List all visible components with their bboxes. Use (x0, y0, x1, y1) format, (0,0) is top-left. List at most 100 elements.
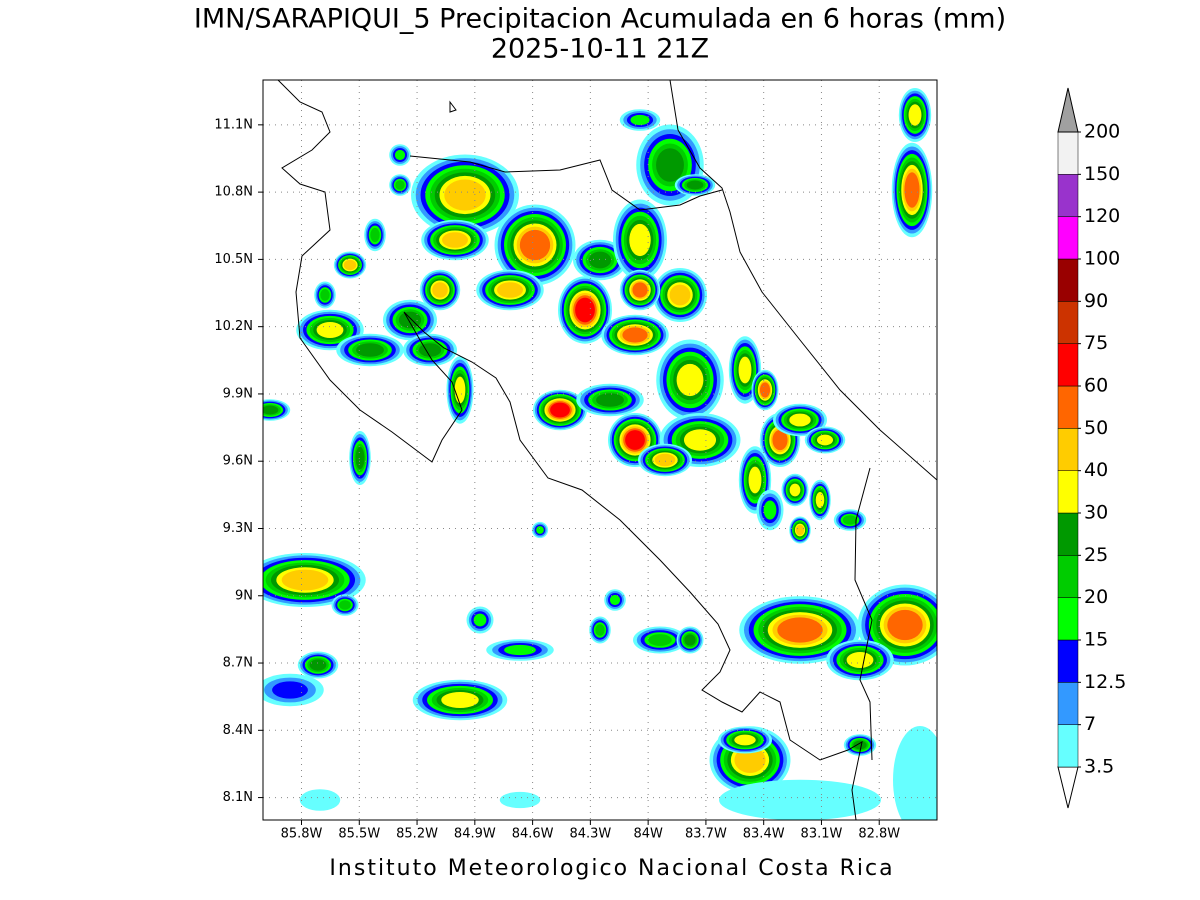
colorbar-box (1057, 385, 1079, 429)
x-tick-label: 85.5W (338, 827, 380, 842)
precip-field (263, 88, 937, 820)
colorbar-label: 90 (1084, 290, 1108, 312)
x-tick-label: 83.1W (801, 827, 843, 842)
precip-contour (370, 227, 380, 243)
precip-contour (632, 282, 648, 298)
precip-contour (550, 402, 570, 418)
precip-contour (654, 453, 676, 467)
precip-contour (263, 405, 279, 415)
colorbar-extend-high (1057, 87, 1079, 133)
precip-contour (394, 149, 406, 161)
x-tick-label: 84.9W (454, 827, 496, 842)
precip-contour (343, 259, 357, 271)
precip-contour (908, 104, 922, 126)
precip-contour (454, 376, 466, 404)
precip-contour (395, 180, 405, 190)
precip-contour (686, 180, 704, 190)
x-tick-label: 85.8W (281, 827, 323, 842)
precip-contour (299, 789, 341, 811)
y-tick-label: 9.9N (223, 386, 253, 401)
precip-contour (669, 284, 691, 306)
precip-contour (575, 297, 595, 323)
caribbean-coast (669, 80, 937, 481)
precip-contour (441, 691, 479, 709)
subtitle: 2025-10-11 21Z (491, 34, 709, 65)
x-tick-label: 84.6W (512, 827, 554, 842)
precip-contour (763, 500, 777, 520)
precip-contour (320, 289, 330, 301)
precip-contour (748, 466, 762, 494)
y-tick-label: 9.6N (223, 454, 253, 469)
precip-contour (309, 659, 327, 671)
colorbar-box (1057, 470, 1079, 514)
precip-contour (536, 526, 544, 534)
colorbar-label: 7 (1084, 713, 1096, 735)
colorbar-extend-low (1057, 766, 1079, 809)
precip-contour (473, 613, 487, 627)
precip-contour (595, 624, 605, 636)
precip-contour (648, 634, 672, 646)
precip-contour (893, 726, 937, 820)
island (449, 100, 457, 113)
colorbar-label: 3.5 (1084, 756, 1114, 778)
precip-contour (339, 600, 351, 610)
y-tick-label: 9N (235, 588, 253, 603)
precip-contour (789, 483, 801, 497)
colorbar-label: 100 (1084, 248, 1120, 270)
footer: Instituto Meteorologico Nacional Costa R… (329, 856, 894, 881)
pacific-coast (277, 80, 863, 820)
colorbar-box (1057, 131, 1079, 175)
colorbar-label: 15 (1084, 629, 1108, 651)
precip-contour (356, 343, 384, 357)
y-tick-label: 9.3N (223, 521, 253, 536)
y-tick-label: 10.2N (214, 319, 253, 334)
precip-contour (683, 429, 717, 451)
colorbar-label: 40 (1084, 459, 1108, 481)
colorbar-label: 50 (1084, 417, 1108, 439)
colorbar-label: 20 (1084, 586, 1108, 608)
precip-contour (759, 382, 771, 398)
precip-contour (629, 223, 651, 257)
colorbar-label: 30 (1084, 502, 1108, 524)
colorbar-box (1057, 512, 1079, 556)
precip-contour (625, 430, 645, 450)
precip-contour (596, 393, 624, 407)
precip-contour (519, 229, 551, 261)
colorbar-label: 150 (1084, 163, 1120, 185)
colorbar-box (1057, 174, 1079, 217)
colorbar-label: 75 (1084, 332, 1108, 354)
title: IMN/SARAPIQUI_5 Precipitacion Acumulada … (194, 4, 1006, 35)
colorbar-box (1057, 597, 1079, 641)
colorbar-box (1057, 216, 1079, 260)
precip-contour (609, 594, 621, 606)
border-north (409, 155, 723, 211)
graticule: 85.8W 85.5W 85.2W 84.9W 84.6W 84.3W 84W 83.7W 83… (214, 80, 937, 842)
y-tick-label: 10.5N (214, 252, 253, 267)
y-tick-label: 8.4N (223, 723, 253, 738)
precip-contour (719, 779, 881, 820)
precip-contour (432, 282, 448, 298)
y-tick-label: 8.7N (223, 656, 253, 671)
colorbar-label: 12.5 (1084, 671, 1126, 693)
plot-frame (262, 79, 938, 821)
precip-contour (795, 524, 805, 536)
precip-contour (272, 681, 308, 699)
colorbar-box (1057, 301, 1079, 344)
precip-contour (846, 651, 874, 669)
colorbar-label: 25 (1084, 544, 1108, 566)
precip-contour (734, 747, 766, 773)
precip-contour (816, 434, 834, 446)
precip-contour (444, 179, 486, 211)
precip-contour (499, 791, 541, 809)
y-tick-label: 10.8N (214, 185, 253, 200)
x-tick-label: 82.8W (858, 827, 900, 842)
precip-contour (656, 148, 684, 182)
precip-contour (684, 634, 696, 646)
y-tick-label: 8.1N (223, 790, 253, 805)
precip-contour (497, 282, 523, 298)
precip-contour (622, 327, 648, 343)
colorbar: 3.5 7 12.5 15 20 25 30 40 50 60 75 90 100 120 150 200 (1057, 87, 1126, 809)
colorbar-label: 200 (1084, 121, 1120, 143)
precip-contour (676, 363, 704, 397)
